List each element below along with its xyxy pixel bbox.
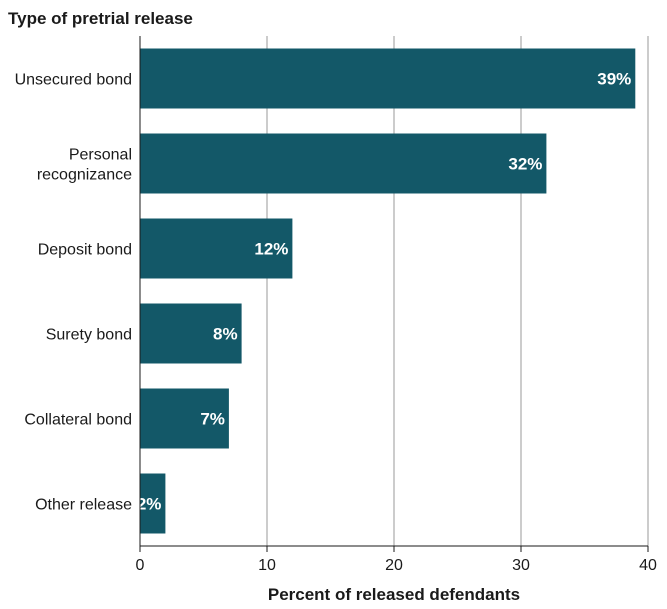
category-label: recognizance — [37, 167, 132, 184]
x-tick-label: 20 — [385, 557, 403, 574]
x-tick-label: 10 — [258, 557, 276, 574]
data-label: 32% — [508, 155, 542, 174]
category-label: Other release — [35, 497, 132, 514]
category-labels: Unsecured bond Personal recognizance Deposi… — [15, 72, 133, 514]
chart-title: Type of pretrial release — [8, 9, 193, 28]
category-label: Deposit bond — [38, 242, 132, 259]
category-label: Collateral bond — [24, 412, 132, 429]
bar — [140, 388, 229, 449]
bar — [140, 218, 293, 279]
x-tick-label: 0 — [136, 557, 145, 574]
bar — [140, 48, 636, 109]
x-axis-label: Percent of released defendants — [268, 585, 520, 604]
x-tick-label: 40 — [639, 557, 657, 574]
data-label: 8% — [213, 325, 238, 344]
bar — [140, 133, 547, 194]
category-label: Surety bond — [46, 327, 132, 344]
grid — [266, 36, 649, 546]
category-label: Personal — [69, 147, 132, 164]
bar — [140, 303, 242, 364]
x-axis: 0 10 20 30 40 — [136, 36, 657, 574]
x-tick-label: 30 — [512, 557, 530, 574]
data-label: 12% — [254, 240, 288, 259]
bars: 39% 32% 12% 8% 7% 2% — [137, 48, 636, 534]
data-label: 2% — [137, 495, 162, 514]
bar — [140, 473, 166, 534]
data-label: 39% — [597, 70, 631, 89]
data-label: 7% — [200, 410, 225, 429]
category-label: Unsecured bond — [15, 72, 132, 89]
